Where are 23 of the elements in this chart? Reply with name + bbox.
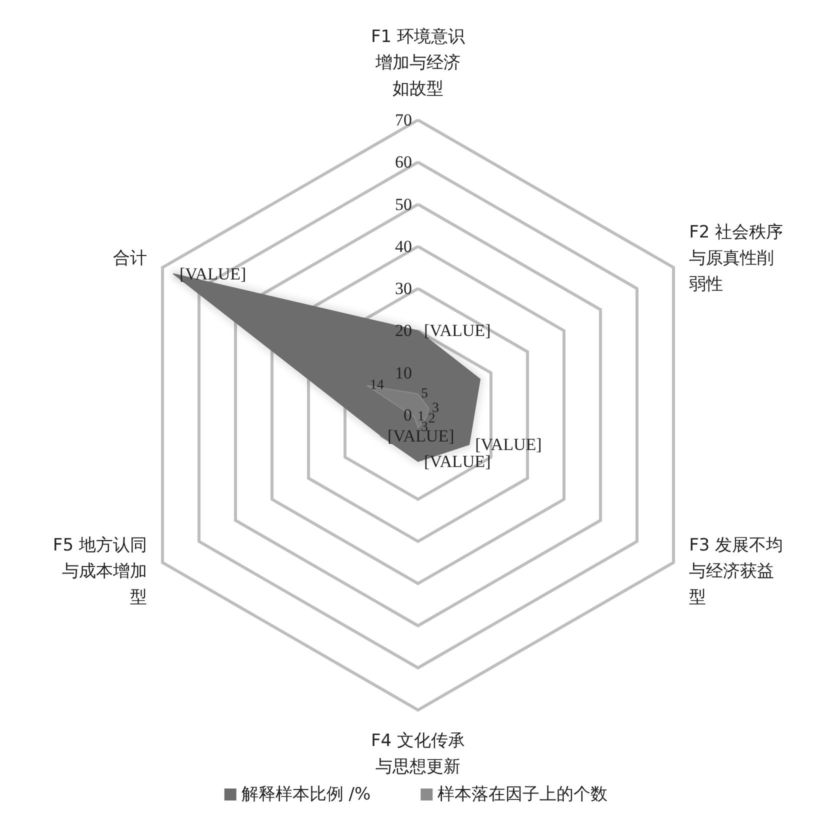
spoke-label: 合计: [112, 248, 147, 268]
data-label: 14: [370, 378, 384, 393]
spoke-label: F5 地方认同与成本增加型: [52, 536, 147, 608]
legend-label: 样本落在因子上的个数: [438, 784, 608, 804]
y-tick-label: 40: [395, 236, 412, 256]
y-tick-label: 0: [404, 406, 412, 424]
data-label: [VALUE]: [475, 435, 542, 454]
data-label: [VALUE]: [424, 452, 491, 471]
spoke-label: F1 环境意识增加与经济如故型: [371, 27, 465, 99]
data-label: 2: [428, 412, 436, 427]
y-tick-label: 70: [395, 110, 412, 130]
data-label: [VALUE]: [424, 321, 491, 340]
spoke-label: F2 社会秩序与原真性削弱性: [689, 222, 784, 294]
spoke-label: F3 发展不均与经济获益型: [689, 536, 784, 608]
y-tick-label: 20: [395, 321, 412, 340]
y-tick-label: 60: [395, 152, 412, 172]
y-tick-label: 10: [395, 363, 412, 382]
spoke-label: F4 文化传承与思想更新: [371, 731, 465, 777]
data-label: [VALUE]: [179, 264, 246, 284]
y-tick-label: 30: [395, 279, 412, 298]
data-label: 5: [421, 386, 428, 402]
y-tick-label: 50: [395, 194, 412, 214]
legend-label: 解释样本比例 /%: [241, 784, 371, 804]
